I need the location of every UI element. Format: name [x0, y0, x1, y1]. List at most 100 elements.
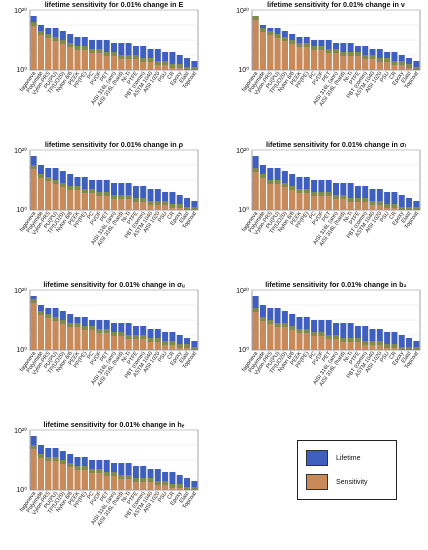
bar-sensitivity-2 [267, 180, 274, 210]
bar-overlap-16 [147, 58, 154, 62]
bar-lifetime-17 [154, 49, 161, 70]
bar-overlap-11 [333, 335, 339, 339]
bar-lifetime-20 [176, 475, 183, 490]
bar-lifetime-18 [384, 192, 391, 210]
bar-sensitivity-20 [398, 61, 405, 70]
bar-sensitivity-5 [289, 186, 296, 210]
bar-overlap-13 [125, 195, 132, 199]
bar-sensitivity-13 [347, 198, 354, 210]
y-tick-label: 10²⁰ [14, 147, 27, 155]
bar-overlap-13 [347, 338, 354, 342]
bar-sensitivity-0 [252, 168, 259, 210]
bar-sensitivity-11 [111, 195, 117, 210]
bar-overlap-1 [259, 317, 266, 321]
bar-overlap-20 [176, 64, 183, 68]
bar-overlap-16 [147, 201, 154, 205]
bar-overlap-13 [347, 52, 354, 56]
bar-overlap-14 [132, 198, 139, 202]
bar-lifetime-21 [406, 198, 413, 210]
bar-sensitivity-5 [289, 40, 296, 70]
bar-sensitivity-14 [354, 338, 361, 350]
bar-overlap-3 [52, 457, 59, 461]
bar-overlap-9 [96, 49, 103, 53]
bar-sensitivity-11 [111, 52, 117, 70]
bar-lifetime-19 [391, 332, 398, 350]
bar-overlap-0 [30, 165, 37, 169]
bar-sensitivity-11 [111, 332, 117, 350]
bar-sensitivity-8 [89, 469, 96, 490]
bar-sensitivity-2 [267, 31, 274, 70]
bar-overlap-7 [303, 329, 310, 333]
bar-overlap-14 [132, 55, 139, 59]
bar-sensitivity-9 [318, 332, 325, 350]
bar-overlap-19 [391, 204, 398, 208]
bar-overlap-18 [162, 61, 169, 65]
bar-sensitivity-13 [347, 338, 354, 350]
x-tick-label: PC [86, 491, 95, 501]
y-tick-label: 10⁰ [16, 486, 27, 494]
bar-sensitivity-8 [89, 189, 96, 210]
bar-sensitivity-13 [347, 52, 354, 70]
bar-sensitivity-13 [125, 475, 132, 490]
bar-overlap-18 [384, 58, 391, 62]
bar-overlap-8 [89, 469, 96, 473]
bar-overlap-7 [81, 189, 88, 193]
y-tick-label: 10⁰ [238, 66, 249, 74]
legend: Lifetime Sensitivity [297, 440, 397, 500]
bar-overlap-16 [369, 341, 376, 345]
chart-panel-nu: lifetime sensitivity for 0.01% change in… [236, 0, 421, 108]
chart-panel-sigma_u: lifetime sensitivity for 0.01% change in… [14, 280, 199, 388]
bar-overlap-14 [354, 198, 361, 202]
bar-sensitivity-18 [162, 481, 169, 490]
bar-sensitivity-6 [296, 189, 303, 210]
bar-sensitivity-16 [369, 55, 376, 70]
bar-overlap-15 [362, 198, 369, 202]
bar-overlap-9 [96, 469, 103, 473]
x-tick-label: Ni-Ti [343, 351, 355, 364]
bar-sensitivity-14 [354, 52, 361, 70]
bar-overlap-20 [398, 347, 405, 350]
bar-sensitivity-3 [274, 323, 281, 350]
bar-sensitivity-17 [154, 481, 161, 490]
bar-overlap-9 [318, 46, 325, 50]
y-tick-label: 10⁰ [238, 206, 249, 214]
x-tick-label: PET [99, 70, 110, 83]
bar-sensitivity-6 [296, 329, 303, 350]
bar-overlap-6 [296, 189, 303, 193]
y-tick-label: 10²⁰ [236, 287, 249, 295]
bar-lifetime-22 [191, 201, 198, 210]
bar-overlap-0 [30, 445, 37, 449]
bar-overlap-15 [140, 478, 147, 482]
chart-title: lifetime sensitivity for 0.01% change in… [265, 280, 406, 289]
bar-sensitivity-10 [325, 192, 332, 210]
bar-overlap-11 [111, 52, 117, 56]
bar-sensitivity-15 [362, 55, 369, 70]
bar-lifetime-22 [191, 341, 198, 350]
bar-sensitivity-12 [340, 52, 347, 70]
bar-overlap-1 [259, 28, 266, 32]
bar-sensitivity-10 [103, 192, 110, 210]
bar-sensitivity-15 [362, 198, 369, 210]
bar-overlap-8 [89, 189, 96, 193]
bar-overlap-2 [45, 314, 52, 318]
bar-lifetime-22 [413, 201, 420, 210]
bar-overlap-15 [140, 58, 147, 62]
x-tick-label: PSU [157, 491, 169, 504]
bar-overlap-20 [176, 204, 183, 208]
bar-sensitivity-14 [132, 55, 139, 70]
bar-overlap-10 [325, 49, 332, 53]
bar-overlap-5 [67, 186, 74, 190]
bar-lifetime-18 [384, 332, 391, 350]
bar-sensitivity-3 [274, 180, 281, 210]
bar-overlap-10 [325, 192, 332, 196]
bar-overlap-2 [267, 31, 274, 35]
bar-sensitivity-11 [333, 49, 339, 70]
bar-sensitivity-12 [118, 475, 125, 490]
bar-sensitivity-6 [74, 323, 81, 350]
y-tick-label: 10⁰ [238, 346, 249, 354]
chart-title: lifetime sensitivity for 0.01% change in… [45, 0, 184, 9]
x-tick-label: CR [167, 71, 177, 81]
bar-lifetime-21 [184, 58, 191, 70]
bar-overlap-19 [391, 344, 398, 348]
bar-overlap-14 [354, 52, 361, 56]
